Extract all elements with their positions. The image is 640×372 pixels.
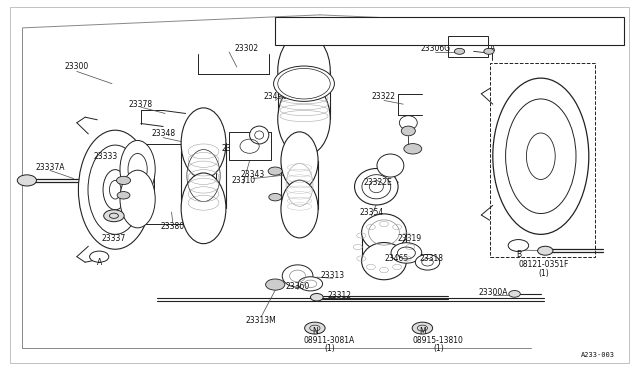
Circle shape [104, 210, 124, 222]
Ellipse shape [391, 243, 422, 263]
Text: 08121-0351F: 08121-0351F [519, 260, 569, 269]
Text: 23337: 23337 [102, 234, 126, 243]
Ellipse shape [88, 145, 142, 234]
Text: (1): (1) [324, 344, 335, 353]
Ellipse shape [181, 173, 226, 244]
Ellipse shape [268, 167, 282, 175]
Text: 23313M: 23313M [246, 316, 276, 325]
Ellipse shape [109, 180, 121, 199]
Text: (1): (1) [433, 344, 444, 353]
Circle shape [305, 322, 325, 334]
Text: 23322E: 23322E [364, 178, 392, 187]
Text: 08911-3081A: 08911-3081A [304, 336, 355, 345]
Text: 23312: 23312 [327, 291, 351, 300]
Ellipse shape [120, 140, 155, 198]
Text: M: M [419, 327, 426, 336]
Text: 23348: 23348 [151, 129, 175, 138]
Ellipse shape [355, 169, 398, 205]
Text: 23302: 23302 [234, 44, 259, 53]
Ellipse shape [281, 180, 318, 238]
Ellipse shape [103, 170, 127, 210]
Text: 23322: 23322 [372, 92, 396, 101]
Ellipse shape [266, 279, 285, 290]
Text: 23465: 23465 [385, 254, 409, 263]
Ellipse shape [282, 265, 313, 287]
Text: B: B [516, 250, 521, 259]
Text: 23319: 23319 [397, 234, 422, 243]
Text: 23306G: 23306G [420, 44, 451, 53]
Ellipse shape [415, 254, 440, 270]
Text: 23300: 23300 [65, 62, 89, 71]
Text: A: A [97, 258, 102, 267]
Ellipse shape [404, 144, 422, 154]
Text: 23333: 23333 [93, 152, 118, 161]
Text: (1): (1) [539, 269, 549, 278]
Bar [448, 36, 488, 57]
Circle shape [508, 240, 529, 251]
Ellipse shape [120, 170, 155, 228]
Text: N: N [312, 327, 317, 336]
Text: 23313: 23313 [321, 271, 345, 280]
Text: 23300A: 23300A [478, 288, 508, 296]
Ellipse shape [493, 78, 589, 234]
Bar [229, 132, 271, 160]
Text: 23354: 23354 [359, 208, 383, 217]
Ellipse shape [274, 66, 334, 101]
Ellipse shape [362, 214, 406, 251]
Ellipse shape [250, 126, 269, 144]
Text: 08915-13810: 08915-13810 [413, 336, 464, 345]
Ellipse shape [298, 277, 323, 291]
Text: 23490: 23490 [263, 92, 287, 101]
Ellipse shape [78, 130, 152, 249]
Bar [490, 63, 595, 257]
Text: 23310: 23310 [231, 176, 255, 185]
Circle shape [310, 294, 323, 301]
Bar [275, 17, 624, 45]
Ellipse shape [116, 176, 131, 185]
Ellipse shape [278, 33, 330, 108]
Ellipse shape [128, 153, 147, 185]
Circle shape [538, 246, 553, 255]
Text: 23360: 23360 [285, 282, 310, 291]
Ellipse shape [278, 82, 330, 156]
Ellipse shape [269, 193, 282, 201]
Ellipse shape [377, 154, 404, 177]
Circle shape [17, 175, 36, 186]
Text: A: A [490, 44, 495, 53]
Ellipse shape [362, 243, 406, 280]
Text: 23343: 23343 [241, 170, 265, 179]
Circle shape [509, 291, 520, 297]
Text: A233·003: A233·003 [580, 352, 614, 358]
Circle shape [412, 322, 433, 334]
Circle shape [90, 251, 109, 262]
Text: 23319M: 23319M [221, 144, 252, 153]
Text: NOTE,KEY 23480 SCREW KIT..........A: NOTE,KEY 23480 SCREW KIT..........A [377, 26, 519, 35]
Ellipse shape [484, 48, 494, 54]
Text: 23318: 23318 [420, 254, 444, 263]
Ellipse shape [281, 132, 318, 189]
Text: 23337A: 23337A [35, 163, 65, 172]
Ellipse shape [454, 48, 465, 54]
Ellipse shape [506, 99, 576, 214]
Text: 23378: 23378 [129, 100, 153, 109]
Bar [140, 144, 216, 224]
Text: 23380: 23380 [161, 222, 185, 231]
Ellipse shape [401, 126, 415, 136]
Ellipse shape [181, 108, 226, 179]
Ellipse shape [117, 192, 130, 199]
